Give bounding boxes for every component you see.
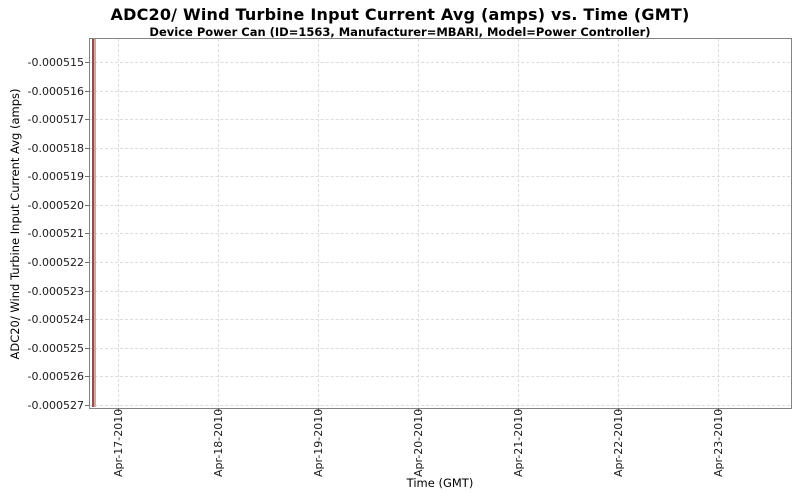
y-tick-label: -0.000522 (27, 256, 84, 269)
x-tick-label: Apr-17-2010 (112, 408, 125, 477)
series-line (92, 39, 94, 407)
x-tick-mark (718, 408, 719, 412)
y-tick-label: -0.000526 (27, 370, 84, 383)
x-tick-label: Apr-23-2010 (712, 408, 725, 477)
x-grid-line (218, 39, 219, 407)
x-tick-mark (318, 408, 319, 412)
y-grid-line (90, 91, 790, 92)
y-grid-line (90, 119, 790, 120)
y-tick-mark (85, 262, 89, 263)
y-tick-mark (85, 62, 89, 63)
x-tick-label: Apr-19-2010 (312, 408, 325, 477)
x-tick-label: Apr-20-2010 (412, 408, 425, 477)
y-grid-line (90, 405, 790, 406)
series-line-highlight (94, 39, 96, 407)
chart-title: ADC20/ Wind Turbine Input Current Avg (a… (110, 5, 690, 24)
x-tick-mark (118, 408, 119, 412)
y-tick-label: -0.000527 (27, 399, 84, 412)
x-tick-mark (418, 408, 419, 412)
y-grid-line (90, 148, 790, 149)
y-tick-mark (85, 148, 89, 149)
y-grid-line (90, 262, 790, 263)
x-tick-mark (618, 408, 619, 412)
x-tick-mark (218, 408, 219, 412)
x-tick-label: Apr-22-2010 (612, 408, 625, 477)
y-tick-label: -0.000515 (27, 56, 84, 69)
y-grid-line (90, 376, 790, 377)
y-grid-line (90, 291, 790, 292)
y-tick-label: -0.000517 (27, 113, 84, 126)
y-tick-label: -0.000518 (27, 142, 84, 155)
y-tick-mark (85, 233, 89, 234)
y-tick-mark (85, 405, 89, 406)
y-tick-label: -0.000524 (27, 313, 84, 326)
x-tick-mark (518, 408, 519, 412)
x-grid-line (718, 39, 719, 407)
x-grid-line (418, 39, 419, 407)
x-grid-line (318, 39, 319, 407)
x-tick-label: Apr-18-2010 (212, 408, 225, 477)
y-tick-label: -0.000516 (27, 85, 84, 98)
y-grid-line (90, 233, 790, 234)
y-tick-mark (85, 291, 89, 292)
plot-area (89, 38, 792, 409)
y-tick-mark (85, 119, 89, 120)
y-grid-line (90, 319, 790, 320)
y-tick-mark (85, 348, 89, 349)
y-grid-line (90, 62, 790, 63)
y-tick-label: -0.000525 (27, 342, 84, 355)
chart-subtitle: Device Power Can (ID=1563, Manufacturer=… (149, 25, 651, 39)
y-tick-mark (85, 319, 89, 320)
x-tick-label: Apr-21-2010 (512, 408, 525, 477)
y-tick-mark (85, 176, 89, 177)
y-tick-label: -0.000519 (27, 170, 84, 183)
y-grid-line (90, 205, 790, 206)
x-grid-line (118, 39, 119, 407)
y-tick-label: -0.000520 (27, 199, 84, 212)
y-grid-line (90, 176, 790, 177)
x-grid-line (618, 39, 619, 407)
y-tick-mark (85, 205, 89, 206)
x-grid-line (518, 39, 519, 407)
y-tick-mark (85, 376, 89, 377)
y-axis-title: ADC20/ Wind Turbine Input Current Avg (a… (8, 88, 22, 360)
y-tick-mark (85, 91, 89, 92)
y-grid-line (90, 348, 790, 349)
y-tick-label: -0.000523 (27, 285, 84, 298)
y-tick-label: -0.000521 (27, 227, 84, 240)
x-axis-title: Time (GMT) (406, 476, 474, 490)
